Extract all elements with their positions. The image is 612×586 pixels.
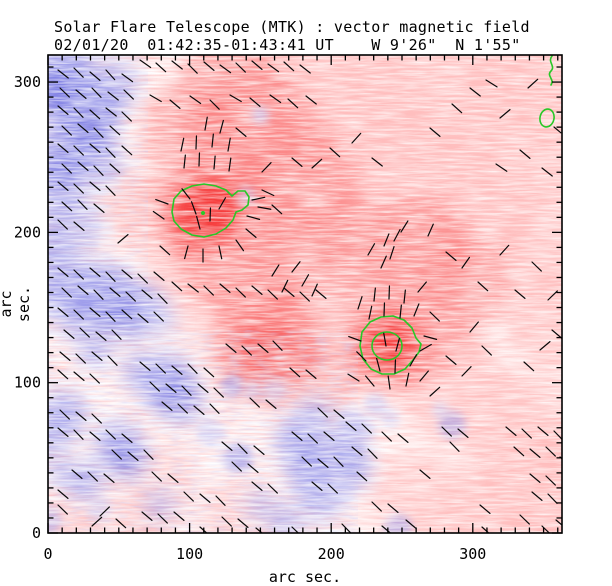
y-axis-label: arc sec. — [0, 268, 33, 340]
y-tick-label: 0 — [32, 524, 41, 542]
contour-center-dot — [201, 211, 205, 215]
plot-area — [20, 10, 605, 575]
y-tick-label: 100 — [14, 374, 41, 392]
x-tick-label: 100 — [176, 545, 203, 563]
x-axis-label: arc sec. — [245, 568, 365, 586]
plot-subtitle-date-coords: 02/01/20 01:42:35-01:43:41 UT W 9'26" N … — [54, 36, 521, 54]
x-tick-label: 200 — [318, 545, 345, 563]
plot-title: Solar Flare Telescope (MTK) : vector mag… — [54, 18, 530, 36]
y-tick-label: 300 — [14, 73, 41, 91]
white-streak-noise — [48, 55, 562, 533]
y-tick-label: 200 — [14, 223, 41, 241]
x-tick-label: 300 — [459, 545, 486, 563]
x-tick-label: 0 — [43, 545, 52, 563]
